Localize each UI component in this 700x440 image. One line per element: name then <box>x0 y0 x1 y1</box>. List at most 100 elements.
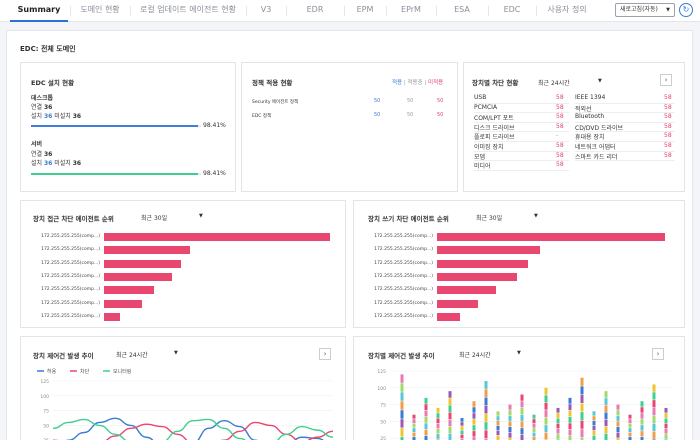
stacked-bar-segment[interactable] <box>412 419 416 424</box>
trend-period-select[interactable]: 최근 24시간 ▼ <box>116 350 182 359</box>
stacked-bar-segment[interactable] <box>472 401 476 407</box>
stacked-bar-segment[interactable] <box>616 432 620 438</box>
stacked-bar-segment[interactable] <box>628 419 632 424</box>
stacked-bar-segment[interactable] <box>640 431 644 437</box>
tab-summary[interactable]: Summary <box>10 0 68 22</box>
stacked-bar-segment[interactable] <box>484 389 488 398</box>
stacked-bar-segment[interactable] <box>532 414 536 419</box>
bar[interactable] <box>437 312 460 321</box>
stacked-bar-segment[interactable] <box>640 401 644 407</box>
stacked-bar-segment[interactable] <box>412 414 416 419</box>
stacked-bar-segment[interactable] <box>520 414 524 421</box>
stacked-bar-segment[interactable] <box>580 429 584 438</box>
stacked-bar-segment[interactable] <box>460 430 464 434</box>
device-block-period-select[interactable]: 최근 24시간 ▼ <box>538 78 604 87</box>
stacked-bar-segment[interactable] <box>424 404 428 411</box>
stacked-bar-segment[interactable] <box>556 434 560 439</box>
stacked-bar-segment[interactable] <box>496 425 500 431</box>
stacked-bar-segment[interactable] <box>592 416 596 421</box>
stacked-bar-segment[interactable] <box>664 428 668 434</box>
stacked-bar-segment[interactable] <box>592 421 596 426</box>
write-rank-period-select[interactable]: 최근 30일 ▼ <box>476 213 542 222</box>
stacked-bar-segment[interactable] <box>448 412 452 420</box>
stacked-bar-segment[interactable] <box>472 413 476 419</box>
bar[interactable] <box>437 272 517 281</box>
stacked-bar-segment[interactable] <box>472 431 476 437</box>
stacked-bar-segment[interactable] <box>640 425 644 431</box>
stacked-bar-segment[interactable] <box>508 410 512 416</box>
stacked-bar-segment[interactable] <box>556 418 560 424</box>
bar[interactable] <box>104 246 190 255</box>
stacked-bar-segment[interactable] <box>628 432 632 437</box>
stacked-bar-segment[interactable] <box>640 419 644 425</box>
stacked-bar-segment[interactable] <box>472 419 476 425</box>
stacked-bar-segment[interactable] <box>484 405 488 414</box>
stacked-bar-segment[interactable] <box>592 411 596 416</box>
stacked-bar-segment[interactable] <box>520 428 524 435</box>
stacked-bar-segment[interactable] <box>520 434 524 440</box>
stacked-bar-segment[interactable] <box>412 437 416 440</box>
stacked-bar-segment[interactable] <box>484 381 488 389</box>
stacked-bar-segment[interactable] <box>532 423 536 428</box>
bar[interactable] <box>104 233 330 241</box>
stacked-bar-segment[interactable] <box>412 428 416 433</box>
stacked-bar-segment[interactable] <box>580 437 584 440</box>
stacked-bar-segment[interactable] <box>616 404 620 410</box>
stacked-bar-segment[interactable] <box>580 377 584 386</box>
stacked-bar-segment[interactable] <box>400 437 404 440</box>
stacked-bar-segment[interactable] <box>544 402 548 410</box>
bar[interactable] <box>437 299 479 308</box>
tab-custom[interactable]: 사용자 정의 <box>547 5 587 14</box>
stacked-bar-segment[interactable] <box>640 437 644 440</box>
stacked-bar-segment[interactable] <box>412 432 416 437</box>
stacked-bar-segment[interactable] <box>544 410 548 418</box>
stacked-bar-segment[interactable] <box>400 419 404 428</box>
bar[interactable] <box>104 286 154 295</box>
stacked-bar-segment[interactable] <box>616 415 620 421</box>
stacked-bar-segment[interactable] <box>568 435 572 440</box>
stacked-bar-segment[interactable] <box>604 391 608 398</box>
stacked-bar-segment[interactable] <box>532 437 536 440</box>
stacked-bar-segment[interactable] <box>616 421 620 427</box>
stacked-bar-segment[interactable] <box>604 419 608 427</box>
stacked-bar-segment[interactable] <box>460 426 464 430</box>
stacked-bar-segment[interactable] <box>640 413 644 419</box>
stacked-bar-segment[interactable] <box>484 397 488 406</box>
bar[interactable] <box>104 272 172 281</box>
stacked-bar-segment[interactable] <box>592 435 596 440</box>
stacked-bar-segment[interactable] <box>616 410 620 416</box>
stacked-bar-segment[interactable] <box>568 397 572 404</box>
bar[interactable] <box>104 259 181 268</box>
stacked-bar-segment[interactable] <box>508 432 512 438</box>
stacked-bar-segment[interactable] <box>472 425 476 431</box>
stacked-bar-segment[interactable] <box>664 413 668 418</box>
stacked-bar-segment[interactable] <box>460 434 464 439</box>
refresh-select[interactable]: 새로고침(자동) ▼ <box>615 3 675 17</box>
tab-local-update-agent[interactable]: 로컬 업데이트 에이전트 현황 <box>140 5 236 14</box>
stacked-bar-segment[interactable] <box>568 423 572 430</box>
stacked-bar-segment[interactable] <box>400 401 404 410</box>
stacked-bar-segment[interactable] <box>520 421 524 428</box>
stacked-bar-segment[interactable] <box>484 422 488 430</box>
stacked-bar-segment[interactable] <box>424 429 428 436</box>
device-trend-period-select[interactable]: 최근 24시간 ▼ <box>459 350 525 359</box>
chevron-right-icon[interactable]: › <box>652 348 664 360</box>
stacked-bar-segment[interactable] <box>520 401 524 408</box>
stacked-bar-segment[interactable] <box>448 405 452 412</box>
chevron-right-icon[interactable]: › <box>319 348 331 360</box>
stacked-bar-segment[interactable] <box>508 438 512 440</box>
stacked-bar-segment[interactable] <box>400 374 404 383</box>
stacked-bar-segment[interactable] <box>544 395 548 403</box>
stacked-bar-segment[interactable] <box>460 418 464 422</box>
stacked-bar-segment[interactable] <box>532 419 536 424</box>
tab-v3[interactable]: V3 <box>260 5 272 14</box>
stacked-bar-segment[interactable] <box>448 433 452 440</box>
refresh-icon[interactable]: ↻ <box>679 3 693 17</box>
stacked-bar-segment[interactable] <box>568 416 572 423</box>
bar[interactable] <box>437 233 665 241</box>
stacked-bar-segment[interactable] <box>628 414 632 419</box>
stacked-bar-segment[interactable] <box>496 421 500 426</box>
stacked-bar-segment[interactable] <box>496 411 500 416</box>
stacked-bar-segment[interactable] <box>652 392 656 400</box>
stacked-bar-segment[interactable] <box>436 418 440 424</box>
